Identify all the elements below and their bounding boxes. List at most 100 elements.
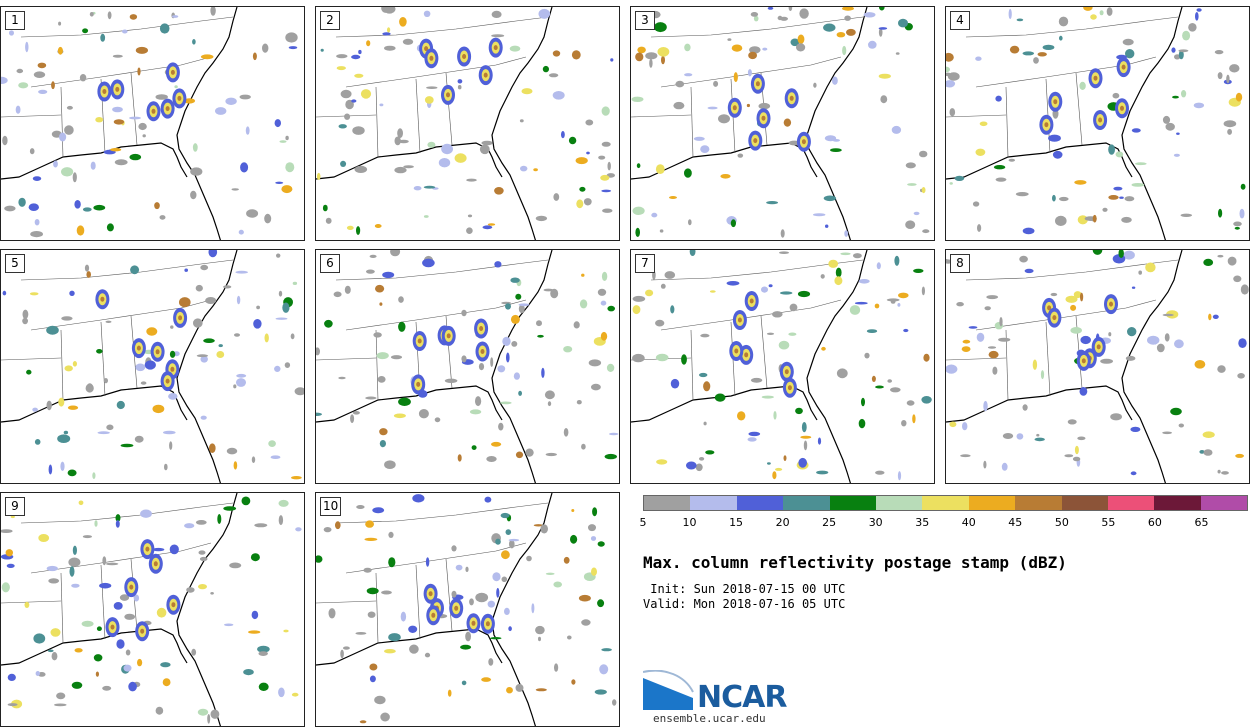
state-border bbox=[445, 72, 453, 146]
reflectivity-cell bbox=[1130, 471, 1137, 476]
reflectivity-cell bbox=[374, 224, 382, 228]
reflectivity-cell bbox=[34, 439, 41, 445]
reflectivity-cell bbox=[95, 671, 99, 677]
reflectivity-cell bbox=[169, 350, 176, 358]
reflectivity-cell bbox=[394, 166, 407, 174]
reflectivity-cell bbox=[478, 363, 485, 371]
gulf-coastline bbox=[1, 142, 188, 180]
reflectivity-cell bbox=[1202, 431, 1215, 438]
reflectivity-cell bbox=[655, 353, 669, 362]
reflectivity-cell bbox=[1235, 92, 1243, 102]
reflectivity-cell bbox=[1019, 255, 1028, 263]
reflectivity-cell bbox=[766, 201, 779, 205]
reflectivity-cell bbox=[766, 332, 775, 335]
storm-cell-peak bbox=[734, 348, 739, 354]
reflectivity-cell bbox=[465, 566, 469, 572]
reflectivity-cell bbox=[1055, 215, 1067, 226]
state-border bbox=[1075, 72, 1083, 146]
reflectivity-cell bbox=[1001, 462, 1008, 471]
reflectivity-cell bbox=[607, 305, 615, 312]
reflectivity-cell bbox=[673, 101, 685, 110]
storm-cell-peak bbox=[100, 296, 105, 302]
reflectivity-cell bbox=[251, 610, 259, 620]
reflectivity-cell bbox=[95, 117, 104, 123]
reflectivity-cell bbox=[563, 556, 570, 564]
reflectivity-cell bbox=[907, 183, 917, 186]
reflectivity-cell bbox=[1217, 254, 1224, 258]
reflectivity-cell bbox=[412, 494, 425, 503]
reflectivity-cell bbox=[1022, 404, 1028, 411]
valid-time: Valid: Mon 2018-07-16 05 UTC bbox=[643, 597, 846, 611]
reflectivity-cell bbox=[600, 300, 607, 306]
state-border bbox=[375, 86, 379, 158]
reflectivity-cell bbox=[876, 262, 881, 270]
panel-label: 4 bbox=[950, 11, 970, 30]
reflectivity-cell bbox=[198, 550, 206, 555]
reflectivity-cell bbox=[526, 555, 532, 562]
reflectivity-cell bbox=[703, 421, 707, 426]
reflectivity-cell bbox=[773, 411, 777, 420]
storm-cell-peak bbox=[1096, 344, 1101, 350]
reflectivity-cell bbox=[518, 390, 522, 396]
reflectivity-cell bbox=[89, 12, 94, 17]
reflectivity-cell bbox=[171, 15, 179, 18]
reflectivity-cell bbox=[726, 281, 740, 286]
reflectivity-cell bbox=[788, 7, 793, 11]
reflectivity-cell bbox=[946, 364, 958, 374]
reflectivity-cell bbox=[853, 253, 862, 259]
state-border bbox=[335, 16, 549, 38]
state-border bbox=[345, 56, 527, 88]
reflectivity-cell bbox=[1070, 327, 1082, 334]
reflectivity-cell bbox=[129, 116, 141, 120]
reflectivity-cell bbox=[457, 454, 462, 462]
reflectivity-cell bbox=[553, 581, 562, 588]
reflectivity-cell bbox=[597, 541, 605, 547]
reflectivity-cell bbox=[1181, 90, 1187, 98]
reflectivity-cell bbox=[460, 644, 472, 650]
reflectivity-cell bbox=[1119, 196, 1124, 199]
reflectivity-cell bbox=[684, 73, 693, 77]
reflectivity-cell bbox=[1016, 433, 1024, 440]
reflectivity-cell bbox=[535, 688, 547, 692]
reflectivity-cell bbox=[573, 321, 580, 329]
reflectivity-cell bbox=[481, 677, 491, 682]
reflectivity-cell bbox=[801, 422, 807, 433]
reflectivity-cell bbox=[258, 651, 268, 656]
reflectivity-cell bbox=[1234, 226, 1240, 230]
reflectivity-cell bbox=[993, 165, 1006, 170]
reflectivity-cell bbox=[844, 15, 851, 21]
reflectivity-cell bbox=[1145, 262, 1156, 273]
reflectivity-cell bbox=[798, 457, 807, 468]
reflectivity-cell bbox=[987, 346, 997, 349]
reflectivity-cell bbox=[571, 509, 575, 512]
reflectivity-cell bbox=[356, 505, 365, 509]
reflectivity-cell bbox=[38, 534, 50, 542]
reflectivity-cell bbox=[345, 99, 354, 110]
reflectivity-cell bbox=[328, 608, 336, 619]
reflectivity-cell bbox=[604, 453, 617, 460]
reflectivity-cell bbox=[592, 507, 598, 517]
state-border bbox=[130, 72, 138, 146]
reflectivity-cell bbox=[170, 325, 174, 329]
storm-cell-peak bbox=[446, 333, 451, 339]
reflectivity-cell bbox=[491, 34, 505, 38]
state-border bbox=[316, 357, 377, 361]
reflectivity-cell bbox=[35, 671, 40, 676]
reflectivity-cell bbox=[700, 145, 710, 154]
reflectivity-cell bbox=[954, 175, 965, 181]
reflectivity-cell bbox=[322, 204, 328, 212]
reflectivity-cell bbox=[398, 296, 404, 303]
reflectivity-cell bbox=[858, 279, 870, 284]
reflectivity-cell bbox=[413, 186, 422, 191]
reflectivity-cell bbox=[226, 447, 238, 455]
reflectivity-cell bbox=[340, 89, 352, 99]
colorbar-segment bbox=[829, 496, 876, 510]
reflectivity-cell bbox=[540, 524, 548, 534]
reflectivity-cell bbox=[285, 135, 289, 141]
reflectivity-cell bbox=[1, 76, 8, 84]
reflectivity-cell bbox=[670, 305, 675, 314]
reflectivity-cell bbox=[384, 649, 396, 654]
storm-cell-peak bbox=[429, 55, 434, 61]
storm-cell-peak bbox=[1081, 358, 1086, 364]
reflectivity-cell bbox=[130, 265, 140, 275]
